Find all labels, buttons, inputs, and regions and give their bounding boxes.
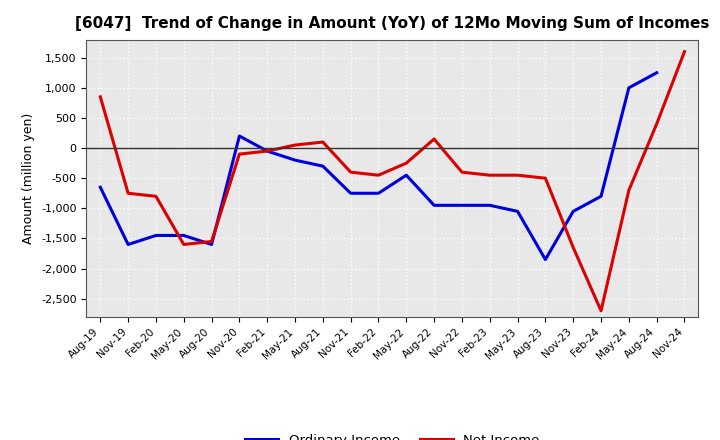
Net Income bbox=[124, 191, 132, 196]
Net Income bbox=[569, 245, 577, 250]
Net Income bbox=[263, 148, 271, 154]
Net Income bbox=[652, 121, 661, 127]
Ordinary Income bbox=[513, 209, 522, 214]
Ordinary Income bbox=[263, 148, 271, 154]
Line: Net Income: Net Income bbox=[100, 51, 685, 311]
Ordinary Income bbox=[374, 191, 383, 196]
Ordinary Income bbox=[179, 233, 188, 238]
Ordinary Income bbox=[402, 172, 410, 178]
Y-axis label: Amount (million yen): Amount (million yen) bbox=[22, 113, 35, 244]
Line: Ordinary Income: Ordinary Income bbox=[100, 73, 657, 260]
Net Income bbox=[291, 143, 300, 148]
Ordinary Income bbox=[346, 191, 355, 196]
Ordinary Income bbox=[96, 185, 104, 190]
Ordinary Income bbox=[624, 85, 633, 91]
Ordinary Income bbox=[597, 194, 606, 199]
Ordinary Income bbox=[124, 242, 132, 247]
Net Income bbox=[402, 161, 410, 166]
Net Income bbox=[430, 136, 438, 142]
Net Income bbox=[485, 172, 494, 178]
Ordinary Income bbox=[569, 209, 577, 214]
Ordinary Income bbox=[485, 203, 494, 208]
Net Income bbox=[513, 172, 522, 178]
Net Income bbox=[179, 242, 188, 247]
Title: [6047]  Trend of Change in Amount (YoY) of 12Mo Moving Sum of Incomes: [6047] Trend of Change in Amount (YoY) o… bbox=[75, 16, 710, 32]
Ordinary Income bbox=[652, 70, 661, 75]
Net Income bbox=[318, 139, 327, 145]
Ordinary Income bbox=[152, 233, 161, 238]
Net Income bbox=[597, 308, 606, 313]
Net Income bbox=[680, 49, 689, 54]
Net Income bbox=[96, 94, 104, 99]
Ordinary Income bbox=[430, 203, 438, 208]
Ordinary Income bbox=[291, 158, 300, 163]
Net Income bbox=[207, 239, 216, 244]
Net Income bbox=[152, 194, 161, 199]
Net Income bbox=[541, 176, 550, 181]
Net Income bbox=[374, 172, 383, 178]
Ordinary Income bbox=[458, 203, 467, 208]
Legend: Ordinary Income, Net Income: Ordinary Income, Net Income bbox=[240, 429, 545, 440]
Ordinary Income bbox=[541, 257, 550, 262]
Net Income bbox=[346, 169, 355, 175]
Net Income bbox=[235, 151, 243, 157]
Ordinary Income bbox=[207, 242, 216, 247]
Net Income bbox=[624, 187, 633, 193]
Net Income bbox=[458, 169, 467, 175]
Ordinary Income bbox=[235, 133, 243, 139]
Ordinary Income bbox=[318, 164, 327, 169]
